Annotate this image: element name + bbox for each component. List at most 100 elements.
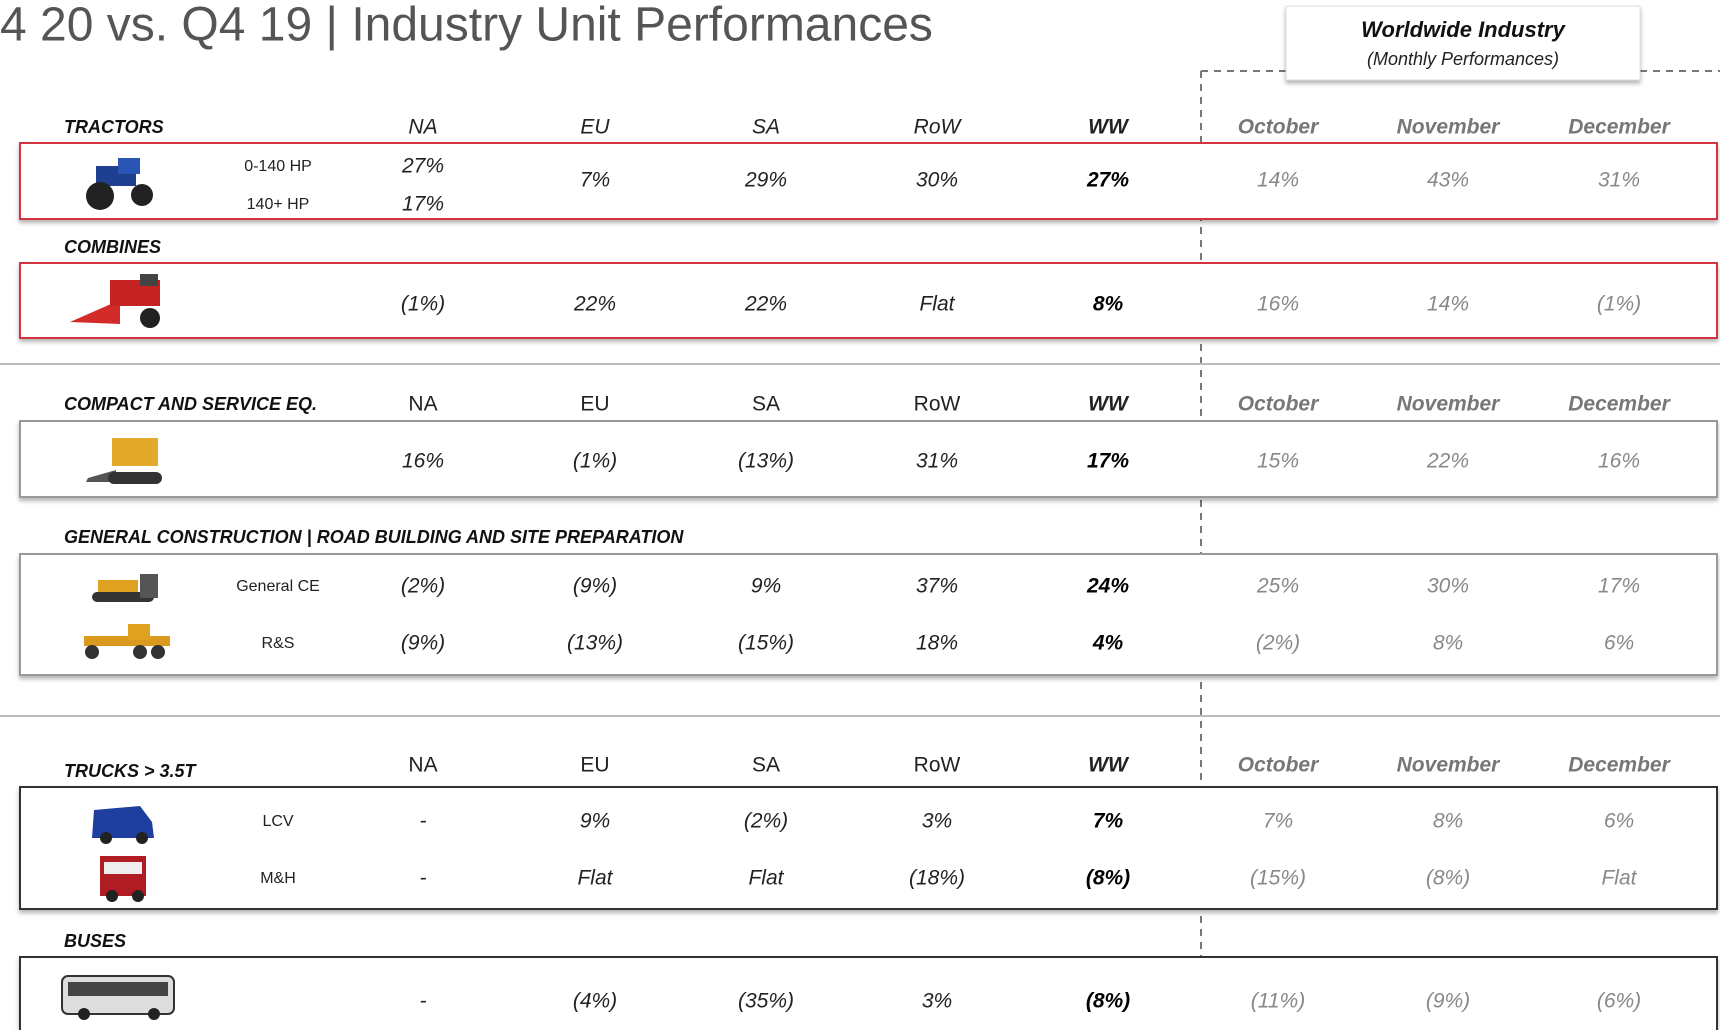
cell: 30% — [1427, 575, 1469, 598]
column-header: October — [1238, 754, 1320, 777]
cell: 29% — [744, 169, 787, 192]
column-header: WW — [1088, 116, 1130, 139]
column-header: EU — [580, 754, 609, 777]
cell: 3% — [922, 810, 952, 833]
cell: 16% — [402, 450, 444, 473]
cell: 30% — [916, 169, 958, 192]
column-header: December — [1568, 393, 1671, 416]
column-header: WW — [1088, 393, 1130, 416]
row-label: R&S — [262, 635, 295, 652]
cell: 27% — [1086, 169, 1129, 192]
bus-icon — [62, 976, 174, 1020]
cell: (1%) — [1597, 293, 1641, 316]
section-title: COMBINES — [64, 237, 161, 257]
cell: 7% — [1263, 810, 1293, 833]
section-title: TRACTORS — [64, 117, 164, 137]
cell: (9%) — [401, 632, 445, 655]
cell: 31% — [916, 450, 958, 473]
cell: (11%) — [1251, 990, 1305, 1013]
column-header: NA — [408, 116, 437, 139]
cell: (9%) — [1426, 990, 1470, 1013]
column-header: RoW — [914, 116, 963, 139]
cell: - — [420, 990, 427, 1013]
cell: 16% — [1257, 293, 1299, 316]
row-label: LCV — [262, 813, 293, 830]
column-header: EU — [580, 116, 610, 139]
cell: (1%) — [401, 293, 445, 316]
cell: 27% — [401, 155, 444, 178]
cell: (15%) — [738, 632, 794, 655]
column-header: October — [1238, 393, 1320, 416]
cell: (2%) — [1256, 632, 1300, 655]
column-header: December — [1568, 754, 1671, 777]
section-title: GENERAL CONSTRUCTION | ROAD BUILDING AND… — [64, 527, 684, 547]
cell: 17% — [402, 193, 444, 216]
cell: 22% — [1426, 450, 1469, 473]
cell: 43% — [1427, 169, 1469, 192]
cell: 22% — [573, 293, 616, 316]
page: 4 20 vs. Q4 19 | Industry Unit Performan… — [0, 0, 1720, 1030]
cell: 7% — [1093, 810, 1124, 833]
cell: 15% — [1257, 450, 1299, 473]
cell: (4%) — [573, 990, 617, 1013]
cell: 14% — [1427, 293, 1469, 316]
cell: (13%) — [738, 450, 794, 473]
cell: 9% — [751, 575, 781, 598]
cell: - — [420, 810, 427, 833]
cell: (15%) — [1250, 867, 1306, 890]
slide: 4 20 vs. Q4 19 | Industry Unit Performan… — [0, 0, 1720, 1030]
cell: (8%) — [1426, 867, 1470, 890]
column-header: SA — [752, 754, 780, 777]
cell: 8% — [1433, 632, 1463, 655]
cell: (2%) — [401, 575, 445, 598]
cell: 24% — [1086, 575, 1129, 598]
cell: Flat — [748, 867, 784, 890]
cell: (18%) — [909, 867, 965, 890]
cell: 9% — [580, 810, 610, 833]
cell: (35%) — [738, 990, 794, 1013]
truck-icon — [100, 856, 146, 902]
row-label: 140+ HP — [247, 196, 310, 213]
section-title: TRUCKS > 3.5T — [64, 761, 198, 781]
column-header: December — [1568, 116, 1671, 139]
section-box — [20, 554, 1717, 675]
column-header: SA — [752, 393, 780, 416]
column-header: November — [1397, 393, 1502, 416]
row-label: M&H — [260, 870, 296, 887]
column-header: NA — [408, 754, 437, 777]
slide-title: 4 20 vs. Q4 19 | Industry Unit Performan… — [0, 0, 933, 52]
cell: 6% — [1604, 810, 1634, 833]
cell: - — [420, 867, 427, 890]
cell: (6%) — [1597, 990, 1641, 1013]
row-label: 0-140 HP — [244, 158, 312, 175]
section-title: BUSES — [64, 931, 126, 951]
cell: Flat — [577, 867, 613, 890]
cell: (13%) — [567, 632, 623, 655]
cell: 22% — [744, 293, 787, 316]
column-header: November — [1397, 116, 1502, 139]
column-header: October — [1238, 116, 1320, 139]
cell: 17% — [1087, 450, 1129, 473]
cell: 3% — [922, 990, 952, 1013]
column-header: RoW — [914, 393, 961, 416]
cell: (9%) — [573, 575, 617, 598]
worldwide-title: Worldwide Industry — [1361, 17, 1566, 42]
cell: 4% — [1092, 632, 1124, 655]
cell: 17% — [1598, 575, 1640, 598]
section-title: COMPACT AND SERVICE EQ. — [64, 394, 317, 414]
column-header: WW — [1088, 754, 1130, 777]
cell: 6% — [1604, 632, 1634, 655]
column-header: RoW — [914, 754, 961, 777]
worldwide-subtitle: (Monthly Performances) — [1367, 49, 1559, 69]
cell: 37% — [916, 575, 958, 598]
cell: 18% — [916, 632, 958, 655]
cell: 8% — [1093, 293, 1124, 316]
column-header: November — [1397, 754, 1502, 777]
cell: Flat — [1601, 867, 1637, 890]
cell: Flat — [919, 293, 955, 316]
cell: 14% — [1257, 169, 1299, 192]
cell: 7% — [580, 169, 610, 192]
cell: 31% — [1598, 169, 1640, 192]
section-box — [20, 787, 1717, 909]
cell: 16% — [1598, 450, 1640, 473]
